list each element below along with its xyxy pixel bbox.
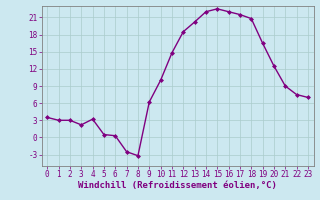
X-axis label: Windchill (Refroidissement éolien,°C): Windchill (Refroidissement éolien,°C) [78,181,277,190]
